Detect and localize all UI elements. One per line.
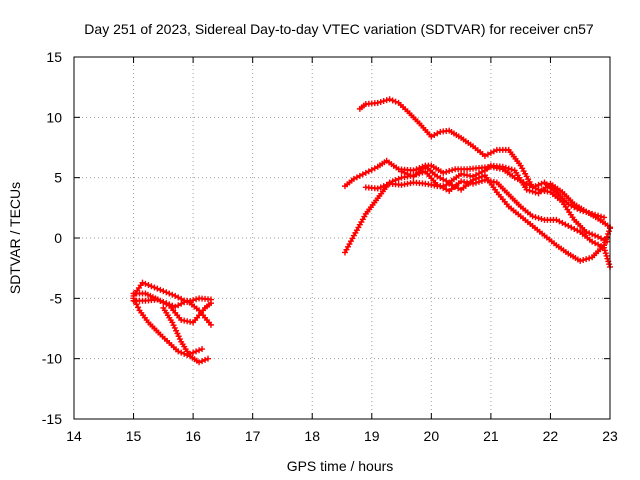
series-track-a1 [130,279,214,305]
y-tick-label: 0 [54,230,62,246]
y-axis-label: SDTVAR / TECUs [7,182,23,294]
series-track-b5 [398,162,613,231]
x-tick-label: 17 [245,428,261,444]
series-track-a4 [130,296,214,326]
x-tick-label: 20 [424,428,440,444]
x-tick-label: 14 [66,428,82,444]
tick-labels: 14 15 16 17 18 19 20 21 22 23 -15 -10 -5 0 5 10 15 [42,49,618,444]
y-tick-label: -15 [42,411,62,427]
x-tick-label: 15 [126,428,142,444]
series-line [358,98,606,219]
plot-area [130,96,613,366]
series-line [400,164,612,229]
series-line [343,159,609,243]
y-tick-label: 10 [46,109,62,125]
y-tick-label: 15 [46,49,62,65]
x-tick-label: 16 [185,428,201,444]
x-tick-label: 18 [304,428,320,444]
chart-title: Day 251 of 2023, Sidereal Day-to-day VTE… [84,21,594,37]
series-line [364,174,612,262]
series-track-b2 [341,157,611,245]
x-tick-label: 22 [543,428,559,444]
series-line [132,298,213,324]
y-tick-label: 5 [54,170,62,186]
series-track-b1 [356,96,608,221]
series-track-a5 [160,304,211,366]
y-tick-label: -5 [50,290,63,306]
grid [73,56,611,420]
x-tick-label: 21 [483,428,499,444]
plot-frame [73,56,611,420]
series-line [162,306,210,364]
y-tick-label: -10 [42,351,62,367]
x-axis-label: GPS time / hours [287,458,394,474]
x-tick-label: 23 [602,428,618,444]
series-line [132,292,213,326]
series-line [132,281,213,304]
x-tick-label: 19 [364,428,380,444]
